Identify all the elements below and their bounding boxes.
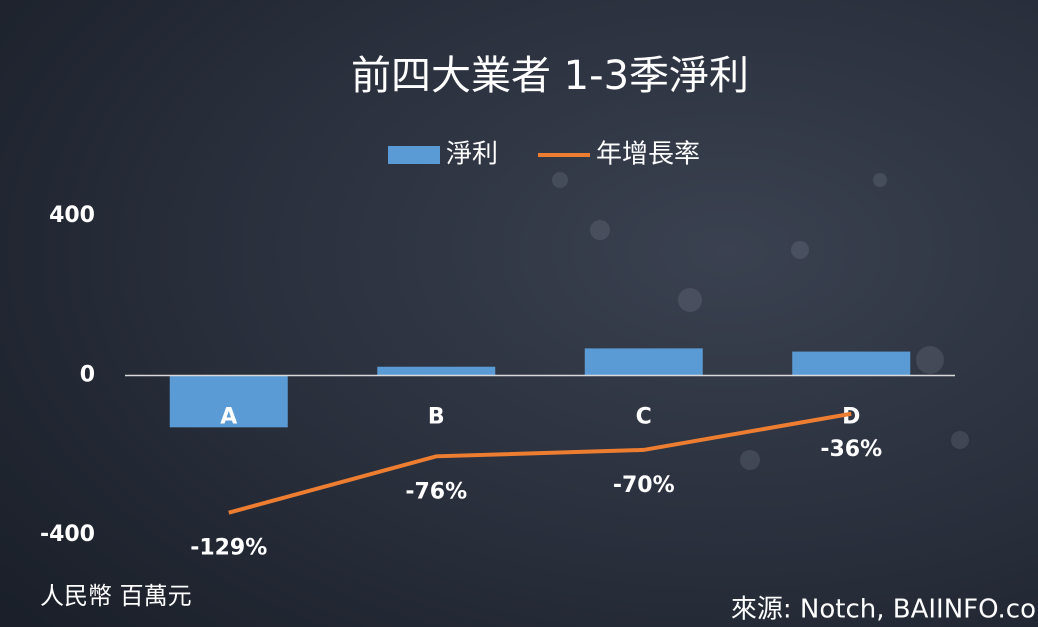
bar <box>377 366 496 376</box>
legend-swatch <box>388 146 440 164</box>
source: 來源: Notch, BAIINFO.co <box>731 595 1036 625</box>
legend-label: 淨利 <box>446 140 498 170</box>
y-tick-label: 0 <box>80 363 95 388</box>
x-tick-label: B <box>428 405 445 430</box>
x-tick-label: C <box>636 405 652 430</box>
line <box>228 411 852 515</box>
data-label: -76% <box>405 479 467 504</box>
data-label: -129% <box>190 536 267 561</box>
x-tick-label: A <box>220 405 237 430</box>
x-tick-label: D <box>842 405 860 430</box>
axis-unit-label: 人民幣 百萬元 <box>40 582 192 610</box>
bar <box>792 351 911 376</box>
bar <box>169 375 288 428</box>
bar <box>584 348 703 376</box>
data-label: -36% <box>820 437 882 462</box>
decor <box>552 172 969 470</box>
data-label: -70% <box>613 473 675 498</box>
chart-title: 前四大業者 1-3季淨利 <box>351 53 749 99</box>
legend-label: 年增長率 <box>596 140 700 170</box>
y-tick-label: 400 <box>49 203 95 228</box>
y-tick-label: -400 <box>40 522 95 547</box>
